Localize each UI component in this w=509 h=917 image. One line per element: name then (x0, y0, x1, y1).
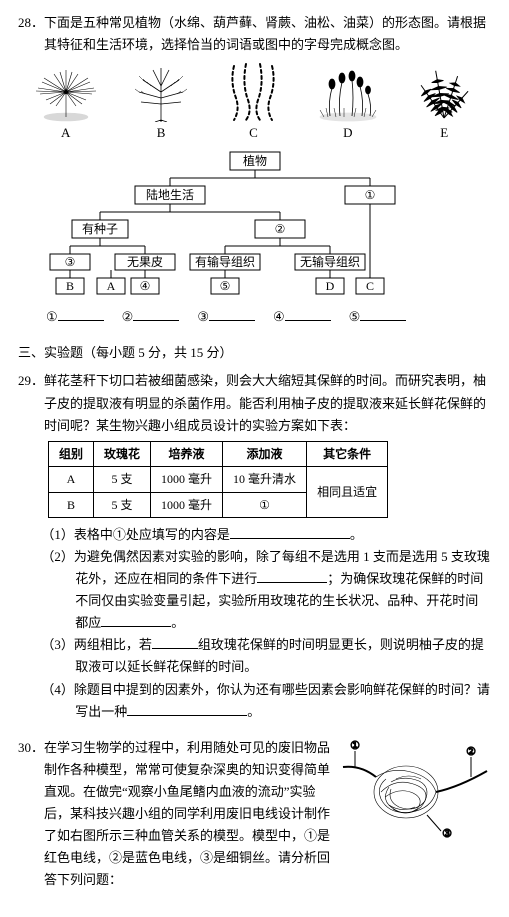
q29-stem: 29．鲜花茎秆下切口若被细菌感染，则会大大缩短其保鲜的时间。而研究表明，柚子皮的… (18, 370, 491, 436)
q29-s4-blank[interactable] (127, 702, 247, 716)
lbl-3: ③ (442, 828, 452, 840)
r1c1: A (49, 467, 94, 492)
plant-d: D (310, 62, 386, 144)
question-30: 30．在学习生物学的过程中，利用随处可见的废旧物品制作各种模型，常常可使复杂深奥… (18, 737, 491, 892)
q28-text: 下面是五种常见植物（水绵、葫芦藓、肾蕨、油松、油菜）的形态图。请根据其特征和生活… (44, 15, 486, 52)
blank-2-line[interactable] (133, 307, 179, 321)
blank-3-line[interactable] (209, 307, 255, 321)
q29-sub4: （4）除题目中提到的因素外，你认为还有哪些因素会影响鲜花保鲜的时间？请写出一种。 (41, 679, 491, 723)
blank-2: ② (122, 306, 134, 328)
q29-s3a: （3）两组相比，若 (41, 637, 152, 652)
q29-s1-text: （1）表格中①处应填写的内容是 (41, 527, 230, 542)
tree-leaf-d: D (325, 279, 334, 293)
lbl-2: ② (466, 746, 476, 758)
tree-land: 陆地生活 (145, 187, 193, 202)
blank-5-line[interactable] (360, 307, 406, 321)
r2c3: 1000 毫升 (151, 492, 223, 517)
blank-4: ④ (273, 306, 285, 328)
th-group: 组别 (49, 441, 94, 466)
plant-illustrations: A (18, 62, 491, 144)
question-28: 28．下面是五种常见植物（水绵、葫芦藓、肾蕨、油松、油菜）的形态图。请根据其特征… (18, 12, 491, 328)
r2c4: ① (223, 492, 307, 517)
plant-c: C (220, 62, 286, 144)
blank-1: ① (46, 306, 58, 328)
tree-leaf-c: C (365, 279, 373, 293)
q29-number: 29． (18, 373, 44, 388)
plant-c-icon (220, 62, 286, 122)
q28-blanks: ① ② ③ ④ ⑤ (18, 306, 491, 328)
experiment-table: 组别 玫瑰花 培养液 添加液 其它条件 A 5 支 1000 毫升 10 毫升清… (48, 441, 388, 518)
plant-b-icon (125, 62, 197, 122)
q29-sub3: （3）两组相比，若组玫瑰花保鲜的时间明显更长，则说明柚子皮的提取液可以延长鲜花保… (41, 634, 491, 678)
plant-c-label: C (249, 122, 258, 144)
r1c2: 5 支 (94, 467, 151, 492)
q29-s4: （4）除题目中提到的因素外，你认为还有哪些因素会影响鲜花保鲜的时间？请写出一种 (41, 682, 490, 719)
plant-a-label: A (61, 122, 70, 144)
th-rose: 玫瑰花 (94, 441, 151, 466)
tree-blank2: ② (274, 222, 285, 236)
q28-stem: 28．下面是五种常见植物（水绵、葫芦藓、肾蕨、油松、油菜）的形态图。请根据其特征… (18, 12, 491, 56)
tree-novasc: 无输导组织 (299, 254, 359, 269)
blood-vessel-diagram: ① ② ③ (341, 737, 491, 854)
plant-e-label: E (440, 122, 448, 144)
tree-hasvasc: 有输导组织 (194, 254, 254, 269)
merged-other: 相同且适宜 (307, 467, 388, 518)
blank-5: ⑤ (349, 306, 361, 328)
tree-hasseed: 有种子 (81, 222, 117, 236)
q29-sub2: （2）为避免偶然因素对实验的影响，除了每组不是选用 1 支而是选用 5 支玫瑰花… (41, 546, 491, 634)
tree-root: 植物 (242, 153, 266, 168)
blank-4-line[interactable] (285, 307, 331, 321)
q30-text-span: 在学习生物学的过程中，利用随处可见的废旧物品制作各种模型，常常可使复杂深奥的知识… (44, 740, 330, 888)
plant-e: E (409, 62, 479, 144)
q29-sub1: （1）表格中①处应填写的内容是。 (41, 524, 491, 546)
r2c1: B (49, 492, 94, 517)
q28-number: 28． (18, 15, 44, 30)
plant-a-icon (30, 62, 102, 122)
tree-leaf-5: ⑤ (219, 279, 230, 293)
tree-blank1: ① (364, 188, 375, 202)
blank-3: ③ (197, 306, 209, 328)
tree-blank3: ③ (64, 255, 75, 269)
th-other: 其它条件 (307, 441, 388, 466)
plant-a: A (30, 62, 102, 144)
section-3-heading: 三、实验题（每小题 5 分，共 15 分） (18, 342, 491, 364)
r1c4: 10 毫升清水 (223, 467, 307, 492)
q29-s2c: 。 (171, 615, 184, 630)
q29-s3-blank[interactable] (152, 635, 198, 649)
q29-s2-blank1[interactable] (257, 569, 327, 583)
q30-number: 30． (18, 740, 44, 755)
r1c3: 1000 毫升 (151, 467, 223, 492)
tree-nopeel: 无果皮 (126, 255, 162, 269)
th-additive: 添加液 (223, 441, 307, 466)
tree-leaf-a: A (106, 279, 115, 293)
plant-d-label: D (343, 122, 352, 144)
tree-leaf-4: ④ (139, 279, 150, 293)
q29-text: 鲜花茎秆下切口若被细菌感染，则会大大缩短其保鲜的时间。而研究表明，柚子皮的提取液… (44, 373, 486, 432)
question-29: 29．鲜花茎秆下切口若被细菌感染，则会大大缩短其保鲜的时间。而研究表明，柚子皮的… (18, 370, 491, 722)
q30-stem: 30．在学习生物学的过程中，利用随处可见的废旧物品制作各种模型，常常可使复杂深奥… (18, 737, 335, 892)
tree-leaf-b: B (65, 279, 73, 293)
th-medium: 培养液 (151, 441, 223, 466)
plant-d-icon (310, 62, 386, 122)
blank-1-line[interactable] (58, 307, 104, 321)
lbl-1: ① (350, 740, 360, 752)
q29-s2-blank2[interactable] (101, 613, 171, 627)
plant-e-icon (409, 62, 479, 122)
q29-s1-blank[interactable] (230, 525, 350, 539)
plant-b-label: B (157, 122, 166, 144)
concept-tree: 植物 陆地生活 ① 有种子 ② (18, 150, 491, 300)
r2c2: 5 支 (94, 492, 151, 517)
plant-b: B (125, 62, 197, 144)
